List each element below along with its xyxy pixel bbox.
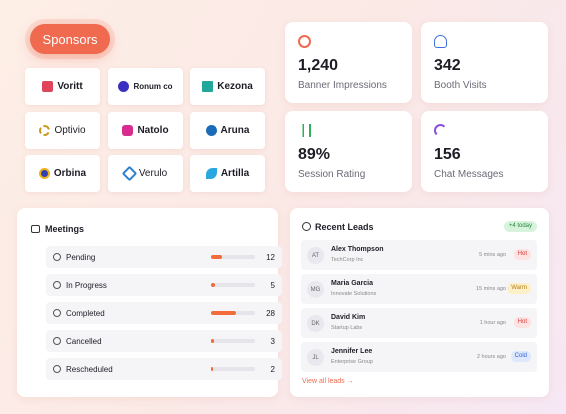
stat-value: 1,240: [298, 57, 339, 74]
sponsors-button[interactable]: Sponsors: [30, 24, 110, 54]
stat-card: 89% Session Rating: [285, 111, 412, 192]
lead-row[interactable]: DK David Kim Startup Labs 1 hour ago Hot: [301, 308, 537, 338]
meeting-label: Pending: [66, 253, 96, 262]
progress-track: [211, 339, 255, 343]
logo-text: Aruna: [220, 125, 250, 136]
lead-status: Hot: [513, 317, 531, 328]
meetings-card: Meetings Pending 12 In Progress 5 Completed 2…: [17, 208, 282, 397]
logo: Aruna: [190, 112, 265, 149]
status-icon: [53, 253, 61, 261]
stat-label: Banner Impressions: [298, 80, 387, 91]
meeting-label: Cancelled: [66, 337, 102, 346]
lead-status: Warm: [507, 283, 531, 294]
logo: Orbina: [25, 155, 100, 192]
meeting-label: Completed: [66, 309, 105, 318]
stat-value: 89%: [298, 146, 331, 163]
stat-label: Booth Visits: [434, 80, 487, 91]
meeting-count: 12: [266, 253, 275, 262]
meeting-count: 5: [270, 281, 275, 290]
logo-text: Natolo: [137, 125, 169, 136]
card-title: Recent Leads: [315, 222, 374, 232]
logo-text: Artilla: [220, 168, 250, 179]
avatar: MG: [307, 281, 324, 298]
progress-track: [211, 367, 255, 371]
stat-card: 342 Booth Visits: [421, 22, 548, 103]
lead-company: Innovate Solutions: [331, 291, 377, 297]
progress-track: [211, 255, 255, 259]
status-icon: [53, 337, 61, 345]
lead-name: Jennifer Lee: [331, 348, 373, 355]
logo-text: Voritt: [57, 81, 83, 92]
logo-text: Verulo: [138, 168, 168, 179]
stat-card: 156 Chat Messages: [421, 111, 548, 192]
logo: Optivio: [25, 112, 100, 149]
logo: Artilla: [190, 155, 265, 192]
logo: Ronum co: [108, 68, 183, 105]
progress-fill: [211, 255, 222, 259]
stat-card: 1,240 Banner Impressions: [285, 22, 412, 103]
progress-fill: [211, 339, 214, 343]
meeting-row: Completed 28: [46, 302, 282, 324]
logo-text: Kezona: [217, 81, 253, 92]
logo: Natolo: [108, 112, 183, 149]
stat-value: 342: [434, 57, 461, 74]
progress-fill: [211, 311, 236, 315]
avatar: JL: [307, 349, 324, 366]
meeting-count: 2: [270, 365, 275, 374]
logo-text: Ronum co: [133, 82, 173, 91]
lead-status: Hot: [513, 249, 531, 260]
logo: Verulo: [108, 155, 183, 192]
lead-name: Maria Garcia: [331, 280, 374, 287]
stat-label: Session Rating: [298, 169, 366, 180]
meeting-row: Cancelled 3: [46, 330, 282, 352]
stat-value: 156: [434, 146, 461, 163]
status-icon: [53, 309, 61, 317]
lead-row[interactable]: AT Alex Thompson TechCorp Inc 5 mins ago Hot: [301, 240, 537, 270]
lead-status: Cold: [510, 351, 531, 362]
lead-time: 2 hours ago: [476, 354, 506, 360]
progress-track: [211, 311, 255, 315]
meeting-label: Rescheduled: [66, 365, 113, 374]
status-icon: [53, 365, 61, 373]
leads-badge: +4 today: [503, 221, 537, 232]
meeting-count: 28: [266, 309, 275, 318]
progress-fill: [211, 283, 216, 287]
meeting-count: 3: [270, 337, 275, 346]
lead-name: David Kim: [331, 314, 366, 321]
logo-text: Optivio: [54, 125, 86, 136]
progress-fill: [211, 367, 213, 371]
leads-card: Recent Leads +4 today View all leads → A…: [290, 208, 549, 397]
stat-label: Chat Messages: [434, 169, 504, 180]
meeting-row: Pending 12: [46, 246, 282, 268]
avatar: DK: [307, 315, 324, 332]
lead-time: 1 hour ago: [479, 320, 506, 326]
lead-company: Enterprise Group: [331, 359, 373, 365]
lead-company: TechCorp Inc: [331, 257, 364, 263]
logo-text: Orbina: [53, 168, 87, 179]
avatar: AT: [307, 247, 324, 264]
lead-time: 15 mins ago: [476, 286, 506, 292]
progress-track: [211, 283, 255, 287]
logo: Kezona: [190, 68, 265, 105]
lead-row[interactable]: JL Jennifer Lee Enterprise Group 2 hours ag…: [301, 342, 537, 372]
lead-time: 5 mins ago: [479, 252, 506, 258]
view-all-link[interactable]: View all leads →: [302, 378, 354, 385]
logo: Voritt: [25, 68, 100, 105]
lead-row[interactable]: MG Maria Garcia Innovate Solutions 15 mins …: [301, 274, 537, 304]
card-title: Meetings: [45, 224, 85, 234]
meeting-row: In Progress 5: [46, 274, 282, 296]
lead-company: Startup Labs: [331, 325, 363, 331]
meeting-label: In Progress: [66, 281, 107, 290]
lead-name: Alex Thompson: [331, 246, 384, 253]
meeting-row: Rescheduled 2: [46, 358, 282, 380]
status-icon: [53, 281, 61, 289]
